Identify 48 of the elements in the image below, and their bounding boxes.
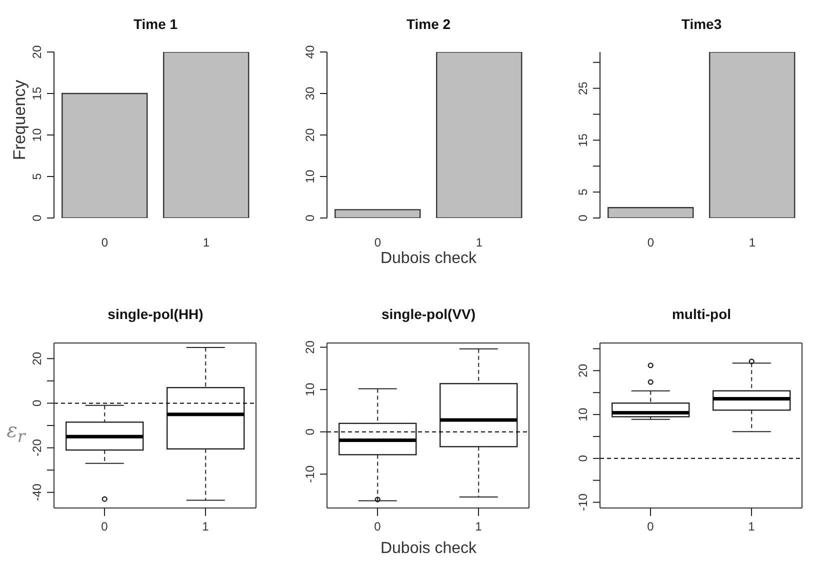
y-tick-label: 5	[576, 188, 590, 196]
y-tick-label: -10	[576, 493, 590, 511]
x-tick-label: 1	[475, 520, 482, 534]
y-tick-label: 0	[576, 454, 590, 462]
y-tick-label: 0	[30, 400, 44, 407]
chart-title: Time 2	[405, 16, 452, 32]
y-tick-label: 40	[303, 45, 317, 59]
y-tick-label: 20	[576, 364, 590, 378]
y-tick-label: 10	[303, 170, 317, 184]
x-tick-label: 0	[101, 236, 108, 250]
x-tick-label: 1	[202, 520, 210, 534]
y-tick-label: 0	[30, 214, 44, 222]
y-tick-label: 15	[30, 86, 44, 100]
y-tick-label: 0	[303, 214, 317, 222]
y-tick-label: 20	[30, 352, 44, 366]
y-tick-label: 0	[303, 428, 317, 436]
y-axis-title: Frequency	[10, 80, 30, 160]
x-tick-label: 1	[476, 236, 483, 250]
chart-title: single-pol(HH)	[106, 306, 204, 322]
y-tick-label: 20	[30, 45, 44, 59]
x-tick-label: 0	[374, 520, 382, 534]
x-tick-label: 1	[748, 520, 756, 534]
x-tick-label: 1	[748, 236, 756, 250]
x-tick-label: 0	[647, 236, 654, 250]
y-tick-label: 15	[576, 133, 590, 147]
y-tick-label: 25	[576, 81, 590, 95]
y-tick-label: 5	[30, 172, 44, 180]
chart-title: single-pol(VV)	[380, 306, 477, 322]
chart-title: multi-pol	[670, 306, 732, 322]
x-tick-label: 1	[202, 236, 210, 250]
x-axis-title: Dubois check	[379, 250, 478, 268]
y-tick-label: 20	[303, 128, 317, 142]
y-axis-title: ε$_{r}$	[6, 418, 26, 446]
chart-title: Time3	[680, 16, 723, 32]
y-tick-label: 20	[303, 340, 317, 354]
y-tick-label: 10	[303, 382, 317, 396]
x-tick-label: 0	[101, 520, 108, 534]
x-axis-title: Dubois check	[379, 540, 478, 558]
x-tick-label: 0	[647, 520, 654, 534]
y-tick-label: 30	[303, 86, 317, 100]
y-tick-label: 10	[30, 128, 44, 142]
y-tick-label: -10	[303, 465, 317, 483]
y-tick-label: 0	[576, 214, 590, 222]
chart-title: Time 1	[132, 16, 179, 32]
y-tick-label: -20	[30, 438, 44, 456]
y-tick-label: 10	[576, 408, 590, 422]
y-tick-label: -40	[30, 483, 44, 502]
x-tick-label: 0	[374, 236, 382, 250]
